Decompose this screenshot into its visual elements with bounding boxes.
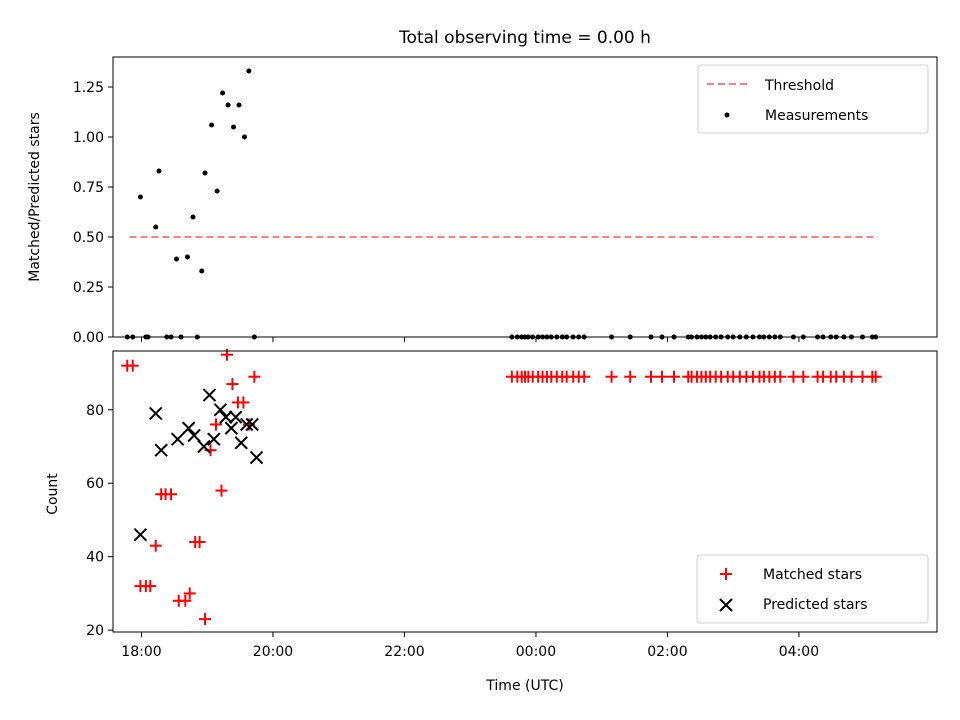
matched-star-point <box>226 378 239 391</box>
measurement-point <box>153 224 159 230</box>
matched-star-point <box>605 370 618 383</box>
measurement-point <box>241 134 247 140</box>
predicted-star-point <box>207 432 221 446</box>
count-x-tick-label: 04:00 <box>779 644 819 660</box>
matched-star-point <box>193 536 206 549</box>
predicted-star-point <box>234 436 248 450</box>
matched-star-point <box>210 418 222 431</box>
matched-star-point <box>165 488 178 501</box>
ratio-axes-frame <box>112 56 938 338</box>
x-axis-label: Time (UTC) <box>485 678 563 694</box>
legend-measurements-label: Measurements <box>765 108 868 124</box>
count-x-tick-label: 20:00 <box>253 644 293 660</box>
measurement-point <box>220 90 226 96</box>
count-panel: 20 40 60 80 18:00 20:00 22:00 00:00 02:00 04:00 C… <box>45 348 938 694</box>
ratio-legend: Threshold Measurements <box>697 64 929 134</box>
measurement-point <box>202 170 208 176</box>
ratio-panel: 0.00 0.25 0.50 0.75 1.00 1.25 Matched/Predict… <box>27 56 938 346</box>
ratio-y-tick-label: 0.75 <box>73 180 104 196</box>
count-x-tick-label: 18:00 <box>121 644 161 660</box>
predicted-star-point <box>154 443 168 457</box>
predicted-star-point <box>219 410 233 424</box>
matched-star-point <box>797 370 810 383</box>
predicted-star-point <box>224 421 239 435</box>
predicted-star-point <box>239 417 254 432</box>
matched-star-point <box>149 539 162 552</box>
measurement-point <box>137 194 143 200</box>
count-y-axis-label: Count <box>45 473 61 515</box>
measurement-point <box>214 188 220 194</box>
ratio-legend-box <box>697 64 929 134</box>
matched-star-point <box>220 348 233 361</box>
count-legend: Matched stars Predicted stars <box>696 554 929 624</box>
matched-star-point <box>845 370 858 383</box>
legend-matched-label: Matched stars <box>763 567 862 583</box>
legend-measurements-swatch <box>724 112 730 118</box>
count-y-tick-label: 80 <box>86 403 104 419</box>
chart-title: Total observing time = 0.00 h <box>398 28 651 48</box>
matched-star-point <box>215 484 228 497</box>
legend-predicted-swatch <box>719 598 733 612</box>
ratio-y-tick-label: 0.00 <box>73 330 104 346</box>
matched-star-point <box>248 370 261 383</box>
measurement-point <box>236 102 242 108</box>
legend-threshold-label: Threshold <box>764 78 834 94</box>
measurement-point <box>190 214 196 220</box>
matched-star-point <box>126 359 139 372</box>
matched-star-point <box>624 370 637 383</box>
count-y-tick-label: 20 <box>86 623 104 639</box>
matched-star-point <box>237 396 250 409</box>
matched-star-point <box>179 594 192 607</box>
predicted-star-point <box>149 406 163 421</box>
legend-matched-swatch <box>720 568 732 580</box>
count-y-tick-label: 60 <box>86 476 104 492</box>
legend-predicted-label: Predicted stars <box>763 597 868 613</box>
predicted-star-point <box>245 417 259 432</box>
ratio-y-tick-label: 0.50 <box>73 230 104 246</box>
predicted-star-point <box>249 450 264 465</box>
matched-star-point <box>645 370 658 383</box>
ratio-y-tick-label: 1.00 <box>73 130 104 146</box>
measurement-point <box>231 124 237 130</box>
measurement-point <box>156 168 162 174</box>
predicted-star-point <box>133 527 148 542</box>
predicted-star-point <box>187 428 201 443</box>
measurement-point <box>225 102 231 108</box>
predicted-star-point <box>170 432 185 446</box>
measurement-point <box>246 68 252 74</box>
predicted-star-point <box>181 421 196 435</box>
matched-star-point <box>655 370 668 383</box>
predicted-star-point <box>213 403 228 417</box>
count-axes-frame <box>112 350 938 633</box>
predicted-star-point <box>197 439 211 454</box>
ratio-y-tick-label: 1.25 <box>73 80 104 96</box>
ratio-y-tick-label: 0.25 <box>73 280 104 296</box>
count-legend-box <box>696 554 929 624</box>
measurement-point <box>199 268 205 274</box>
measurement-point <box>209 122 215 128</box>
measurement-point <box>185 254 191 260</box>
count-x-tick-label: 22:00 <box>384 644 424 660</box>
predicted-star-point <box>202 388 217 402</box>
matched-star-point <box>144 580 157 593</box>
count-x-tick-label: 00:00 <box>516 644 556 660</box>
matched-star-point <box>578 370 591 383</box>
matched-star-point <box>668 370 681 383</box>
matched-star-point <box>199 613 212 626</box>
matched-star-point <box>869 370 882 383</box>
ratio-y-axis-label: Matched/Predicted stars <box>27 112 43 282</box>
count-x-tick-label: 02:00 <box>647 644 687 660</box>
matched-star-point <box>183 587 196 600</box>
predicted-star-point <box>229 410 243 424</box>
measurement-point <box>174 256 180 262</box>
count-y-tick-label: 40 <box>86 550 104 566</box>
matched-star-point <box>774 370 787 383</box>
